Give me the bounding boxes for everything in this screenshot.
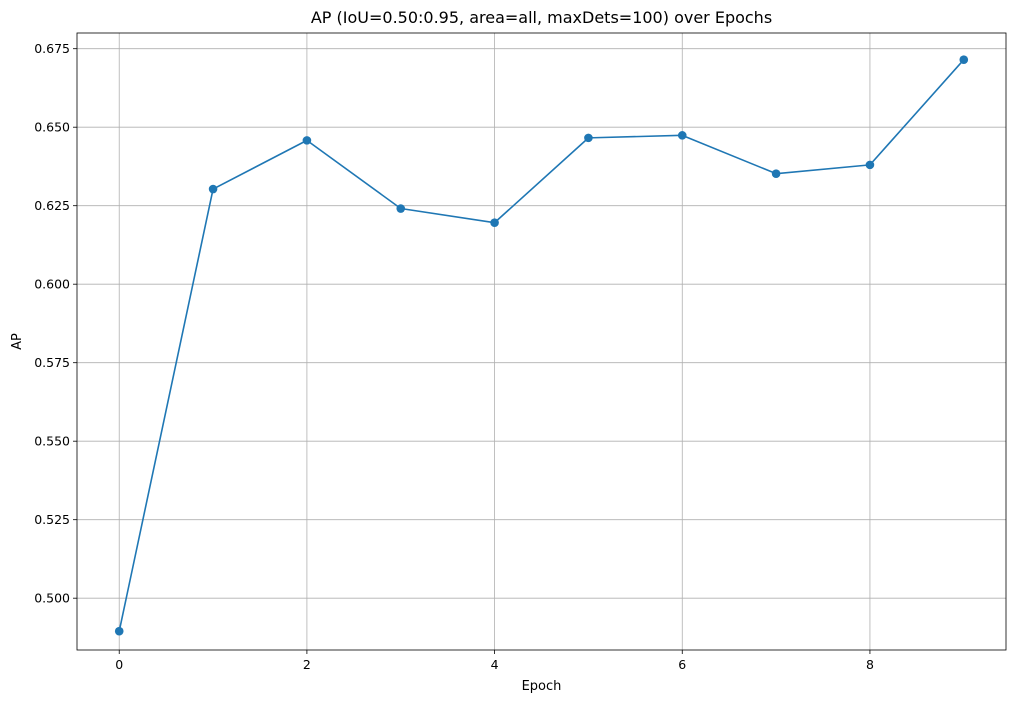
axis-ticks: 0 2 4 6 8 0.500 0.525 0.550 0.575 0.600 0.625 0.650… — [34, 41, 874, 672]
x-tick-label: 2 — [303, 657, 311, 672]
data-point — [771, 169, 781, 178]
data-point — [959, 55, 969, 64]
data-point — [396, 204, 406, 213]
x-axis-label: Epoch — [522, 679, 562, 694]
y-tick-label: 0.500 — [34, 591, 70, 606]
y-axis-label: AP — [10, 333, 25, 350]
y-tick-label: 0.625 — [34, 198, 70, 213]
y-tick-label: 0.550 — [34, 434, 70, 449]
data-point — [584, 133, 593, 143]
data-point — [490, 218, 499, 227]
y-tick-label: 0.600 — [34, 277, 70, 292]
series — [114, 55, 969, 636]
x-tick-label: 0 — [115, 657, 123, 672]
x-tick-label: 6 — [678, 657, 686, 672]
series-line — [118, 59, 965, 632]
grid — [77, 33, 1006, 650]
data-point — [208, 184, 218, 194]
plot-frame — [76, 32, 1007, 651]
data-point — [114, 626, 124, 636]
y-tick-label: 0.575 — [34, 355, 70, 370]
chart-title: AP (IoU=0.50:0.95, area=all, maxDets=100… — [311, 8, 772, 27]
x-tick-label: 8 — [866, 657, 874, 672]
data-point — [865, 160, 875, 170]
y-tick-label: 0.525 — [34, 512, 70, 527]
y-tick-label: 0.650 — [34, 120, 70, 135]
y-tick-label: 0.675 — [34, 41, 70, 56]
data-point — [677, 131, 687, 140]
x-tick-label: 4 — [491, 657, 499, 672]
data-point — [302, 136, 312, 145]
